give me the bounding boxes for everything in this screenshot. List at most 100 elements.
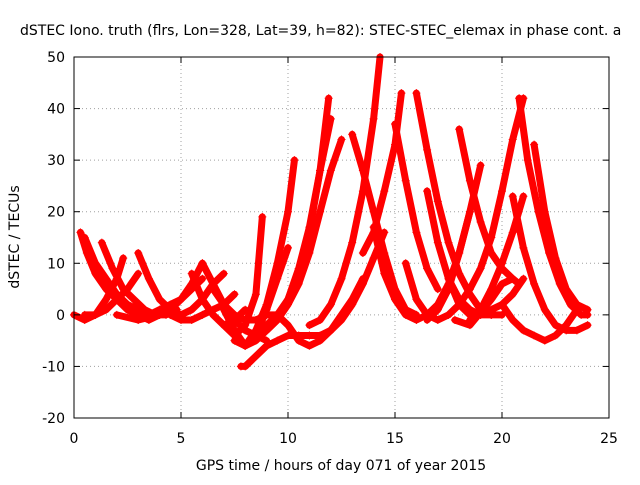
data-series	[530, 140, 592, 314]
data-point	[251, 352, 260, 361]
data-point	[316, 316, 325, 325]
x-tick-label: 10	[279, 431, 297, 447]
series-trace	[515, 94, 592, 319]
data-point	[134, 316, 143, 325]
data-point	[348, 130, 357, 139]
data-point	[498, 187, 506, 196]
x-tick-label: 25	[600, 431, 618, 447]
data-point	[187, 269, 196, 278]
data-point	[551, 331, 560, 340]
data-point	[358, 279, 367, 288]
data-point	[134, 269, 143, 278]
data-point	[412, 316, 421, 325]
data-point	[251, 336, 260, 345]
data-point	[455, 248, 464, 257]
data-point	[423, 145, 432, 154]
data-point	[262, 310, 271, 319]
data-point	[305, 331, 314, 340]
grid-lines	[74, 57, 609, 418]
series-trace	[451, 275, 523, 329]
data-point	[316, 207, 325, 216]
data-point	[273, 336, 282, 345]
data-point	[251, 326, 260, 335]
data-point	[187, 305, 196, 314]
data-point	[391, 120, 399, 129]
data-point	[433, 316, 442, 325]
data-point	[102, 295, 111, 304]
data-point	[251, 290, 260, 299]
data-point	[444, 310, 453, 319]
data-point	[530, 331, 539, 340]
data-series	[450, 274, 524, 330]
data-series	[80, 269, 143, 319]
data-point	[380, 269, 389, 278]
series-trace	[498, 301, 581, 345]
data-point	[515, 279, 524, 288]
data-point	[337, 274, 346, 283]
data-point	[348, 238, 357, 247]
data-point	[476, 264, 485, 273]
data-point	[487, 305, 496, 314]
data-point	[530, 279, 539, 288]
series-trace	[455, 125, 517, 283]
data-point	[198, 310, 207, 319]
data-point	[91, 310, 100, 319]
data-point	[241, 341, 250, 350]
data-point	[444, 238, 453, 247]
data-point	[316, 331, 325, 340]
y-tick-label: 20	[47, 205, 65, 221]
data-point	[294, 279, 303, 288]
x-axis-title: GPS time / hours of day 071 of year 2015	[196, 458, 486, 474]
data-point	[305, 321, 314, 330]
data-point	[572, 326, 581, 335]
y-tick-label: -10	[42, 359, 65, 375]
data-point	[284, 243, 292, 252]
data-point	[108, 264, 117, 273]
data-point	[433, 197, 442, 206]
data-point	[487, 248, 496, 257]
data-point	[358, 166, 367, 175]
data-point	[273, 259, 282, 268]
data-point	[519, 326, 528, 335]
y-tick-label: 0	[56, 308, 65, 324]
y-tick-label: 40	[47, 102, 65, 118]
data-point	[487, 285, 496, 294]
data-point	[348, 300, 357, 309]
data-point	[530, 140, 539, 149]
data-point	[498, 259, 506, 268]
y-tick-label: 10	[47, 256, 65, 272]
data-point	[523, 156, 532, 165]
data-point	[166, 310, 175, 319]
data-point	[562, 321, 571, 330]
data-point	[498, 310, 506, 319]
data-point	[487, 295, 496, 304]
data-point	[258, 212, 267, 221]
data-point	[476, 218, 485, 227]
data-point	[219, 321, 228, 330]
data-series	[219, 212, 267, 340]
series-trace	[305, 53, 384, 329]
data-point	[540, 305, 549, 314]
data-point	[540, 207, 549, 216]
x-tick-label: 5	[177, 431, 186, 447]
data-point	[112, 310, 121, 319]
data-point	[80, 233, 89, 242]
data-point	[583, 321, 592, 330]
data-point	[230, 310, 239, 319]
data-series	[326, 228, 389, 335]
data-point	[465, 176, 474, 185]
plot-frame	[73, 56, 610, 419]
data-point	[380, 187, 389, 196]
series-trace	[263, 136, 345, 334]
data-point	[397, 89, 406, 98]
data-point	[326, 166, 335, 175]
data-point	[508, 316, 517, 325]
data-series	[391, 120, 442, 294]
data-point	[337, 316, 346, 325]
data-point	[134, 248, 143, 257]
data-point	[519, 192, 528, 201]
data-point	[444, 274, 453, 283]
x-tick-label: 15	[386, 431, 404, 447]
series-trace	[327, 228, 388, 334]
